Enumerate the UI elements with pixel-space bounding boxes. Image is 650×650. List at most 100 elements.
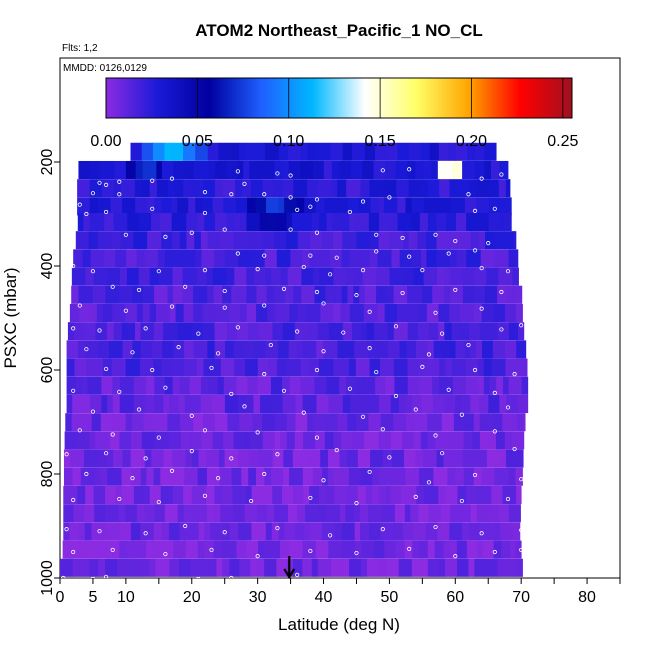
heatmap-cell — [472, 431, 481, 450]
heatmap-cell — [138, 267, 151, 286]
heatmap-cell — [303, 431, 316, 450]
heatmap-cell — [88, 231, 98, 250]
heatmap-cell — [266, 504, 275, 523]
heatmap-cell — [342, 540, 356, 559]
heatmap-cell — [287, 504, 298, 523]
heatmap-cell — [202, 413, 216, 432]
sample-point — [367, 346, 372, 351]
heatmap-cell — [91, 522, 107, 541]
heatmap-cell — [258, 160, 268, 180]
sample-point — [314, 289, 320, 295]
heatmap-cell — [493, 413, 503, 432]
heatmap-cell — [367, 558, 378, 577]
heatmap-cell — [203, 358, 214, 377]
heatmap-cell — [483, 558, 498, 577]
heatmap-cell — [419, 376, 433, 395]
heatmap-cell — [224, 449, 239, 468]
heatmap-cell — [504, 431, 513, 450]
heatmap-cell — [350, 394, 366, 414]
heatmap-cell — [476, 504, 490, 523]
heatmap-cell — [222, 179, 236, 198]
heatmap-cell — [293, 179, 308, 198]
heatmap-cell — [413, 413, 428, 432]
heatmap-cell — [454, 449, 464, 468]
heatmap-cell — [486, 449, 499, 468]
heatmap-cell — [211, 394, 226, 414]
heatmap-cell — [130, 522, 141, 541]
heatmap-cell — [274, 285, 286, 304]
heatmap-cell — [154, 285, 169, 304]
sample-point — [354, 293, 359, 298]
heatmap-cell — [282, 394, 296, 414]
heatmap-cell — [462, 449, 476, 468]
heatmap-cell — [331, 160, 340, 180]
heatmap-cell — [156, 160, 163, 180]
sample-point — [104, 451, 109, 456]
heatmap-cell — [333, 467, 343, 486]
heatmap-cell — [70, 449, 85, 468]
heatmap-cell — [83, 212, 91, 232]
heatmap-cell — [382, 504, 396, 523]
heatmap-cell — [348, 197, 360, 216]
heatmap-cell — [215, 303, 230, 323]
heatmap-cell — [254, 267, 266, 286]
heatmap-cell — [473, 303, 483, 323]
heatmap-cell — [167, 413, 181, 432]
heatmap-cell — [69, 303, 80, 323]
heatmap-cell — [178, 394, 186, 414]
heatmap-cell — [246, 285, 257, 304]
heatmap-cell — [342, 322, 353, 341]
heatmap-cell — [391, 467, 406, 486]
heatmap-cell — [205, 485, 215, 505]
sample-point — [202, 428, 208, 433]
heatmap-cell — [101, 394, 108, 414]
heatmap-cell — [376, 285, 388, 304]
heatmap-cell — [493, 231, 505, 250]
sample-point — [472, 248, 478, 253]
heatmap-cell — [346, 179, 361, 198]
sample-point — [433, 433, 438, 438]
heatmap-cell — [250, 558, 258, 577]
heatmap-cell — [481, 467, 495, 486]
sample-point — [97, 180, 102, 185]
sample-point — [308, 204, 313, 209]
heatmap-cell — [375, 376, 386, 395]
heatmap-cell — [505, 449, 520, 468]
heatmap-cell — [494, 249, 510, 268]
heatmap-cell — [426, 249, 437, 268]
sample-point — [354, 501, 359, 506]
heatmap-cell — [222, 285, 232, 304]
heatmap-cell — [502, 485, 517, 505]
heatmap-cell — [94, 467, 101, 486]
heatmap-cell — [322, 467, 329, 486]
heatmap-cell — [164, 249, 178, 268]
heatmap-cell — [411, 558, 421, 577]
heatmap-cell — [131, 413, 145, 432]
heatmap-cell — [236, 376, 248, 395]
heatmap-cell — [385, 485, 391, 505]
heatmap-cell — [272, 449, 284, 468]
sample-point — [196, 576, 201, 578]
heatmap-cell — [418, 504, 430, 523]
heatmap-cell — [394, 376, 409, 395]
heatmap-cell — [144, 449, 152, 468]
sample-point — [440, 331, 445, 336]
heatmap-cell — [508, 249, 519, 268]
heatmap-cell — [464, 340, 471, 359]
heatmap-cell — [78, 394, 91, 414]
heatmap-cell — [282, 485, 294, 505]
heatmap-cell — [308, 322, 319, 341]
heatmap-cell — [146, 540, 153, 559]
heatmap-cell — [152, 142, 165, 161]
heatmap-cell — [273, 231, 287, 250]
heatmap-cell — [223, 522, 231, 541]
heatmap-cell — [385, 160, 397, 180]
heatmap-cell — [63, 467, 73, 486]
heatmap-cell — [462, 285, 474, 304]
sample-point — [446, 251, 451, 256]
y-tick-label: 600 — [39, 357, 56, 384]
heatmap-cell — [241, 431, 251, 450]
heatmap-cell — [384, 179, 397, 198]
heatmap-cell — [186, 212, 198, 232]
heatmap-cell — [204, 522, 211, 541]
